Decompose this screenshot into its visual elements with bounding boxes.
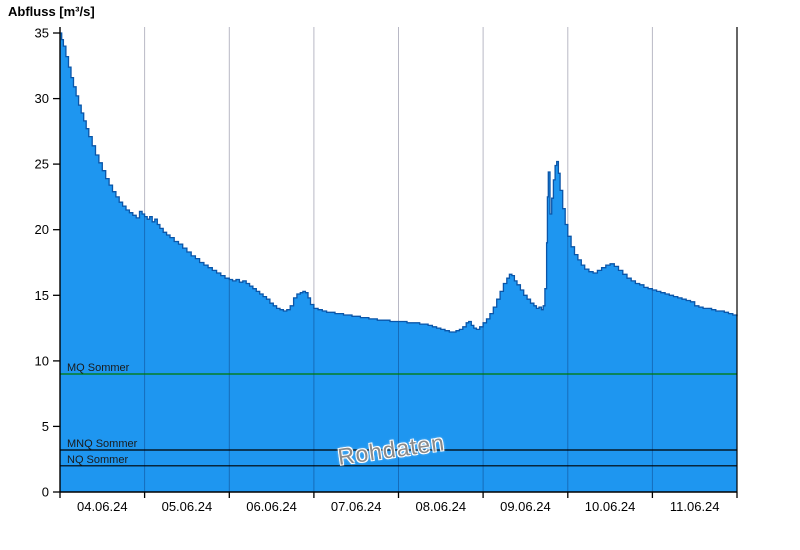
- x-day-label: 09.06.24: [500, 499, 551, 514]
- y-tick-label: 20: [35, 222, 49, 237]
- y-tick-label: 0: [42, 485, 49, 500]
- y-axis-title: Abfluss [m³/s]: [8, 4, 95, 19]
- y-tick-label: 10: [35, 353, 49, 368]
- x-day-label: 05.06.24: [162, 499, 213, 514]
- ref-line-label: NQ Sommer: [67, 454, 128, 466]
- x-day-label: 11.06.24: [670, 499, 720, 514]
- y-tick-label: 15: [35, 288, 49, 303]
- y-tick-label: 25: [35, 157, 49, 172]
- x-day-label: 04.06.24: [77, 499, 128, 514]
- x-day-label: 10.06.24: [585, 499, 636, 514]
- y-tick-label: 5: [42, 419, 49, 434]
- x-day-label: 06.06.24: [246, 499, 297, 514]
- discharge-area: [60, 33, 737, 492]
- x-day-label: 08.06.24: [415, 499, 466, 514]
- x-day-label: 07.06.24: [331, 499, 382, 514]
- y-tick-label: 30: [35, 91, 49, 106]
- y-tick-label: 35: [35, 26, 49, 41]
- ref-line-label: MNQ Sommer: [67, 438, 138, 450]
- discharge-line: [60, 32, 738, 333]
- ref-line-label: MQ Sommer: [67, 362, 130, 374]
